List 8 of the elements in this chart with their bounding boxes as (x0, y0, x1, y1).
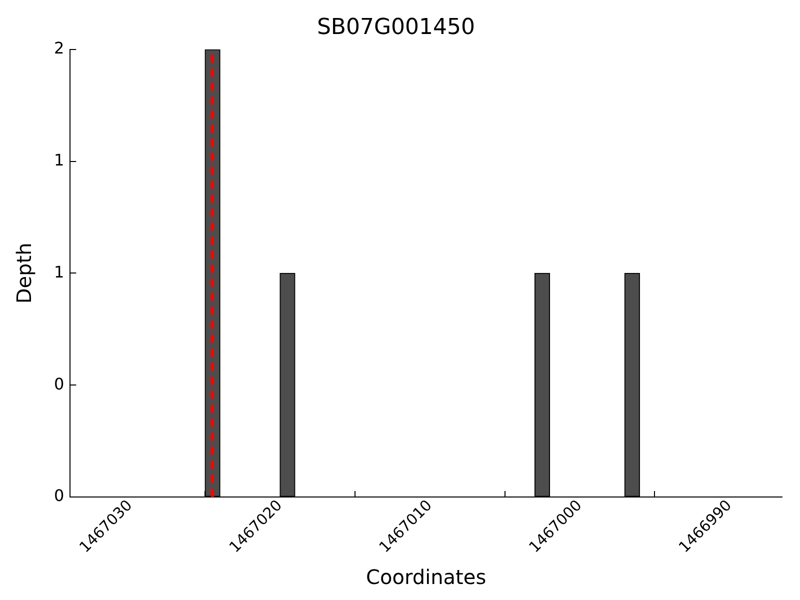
y-tick-label: 1 (54, 150, 64, 170)
y-axis-title: Depth (12, 242, 36, 304)
y-tick-label: 0 (54, 374, 64, 394)
y-tick-label: 1 (54, 262, 64, 282)
y-tick-label: 0 (54, 486, 64, 506)
chart-title: SB07G001450 (316, 14, 476, 40)
x-axis-title: Coordinates (366, 565, 486, 590)
y-tick-label: 2 (54, 38, 64, 58)
